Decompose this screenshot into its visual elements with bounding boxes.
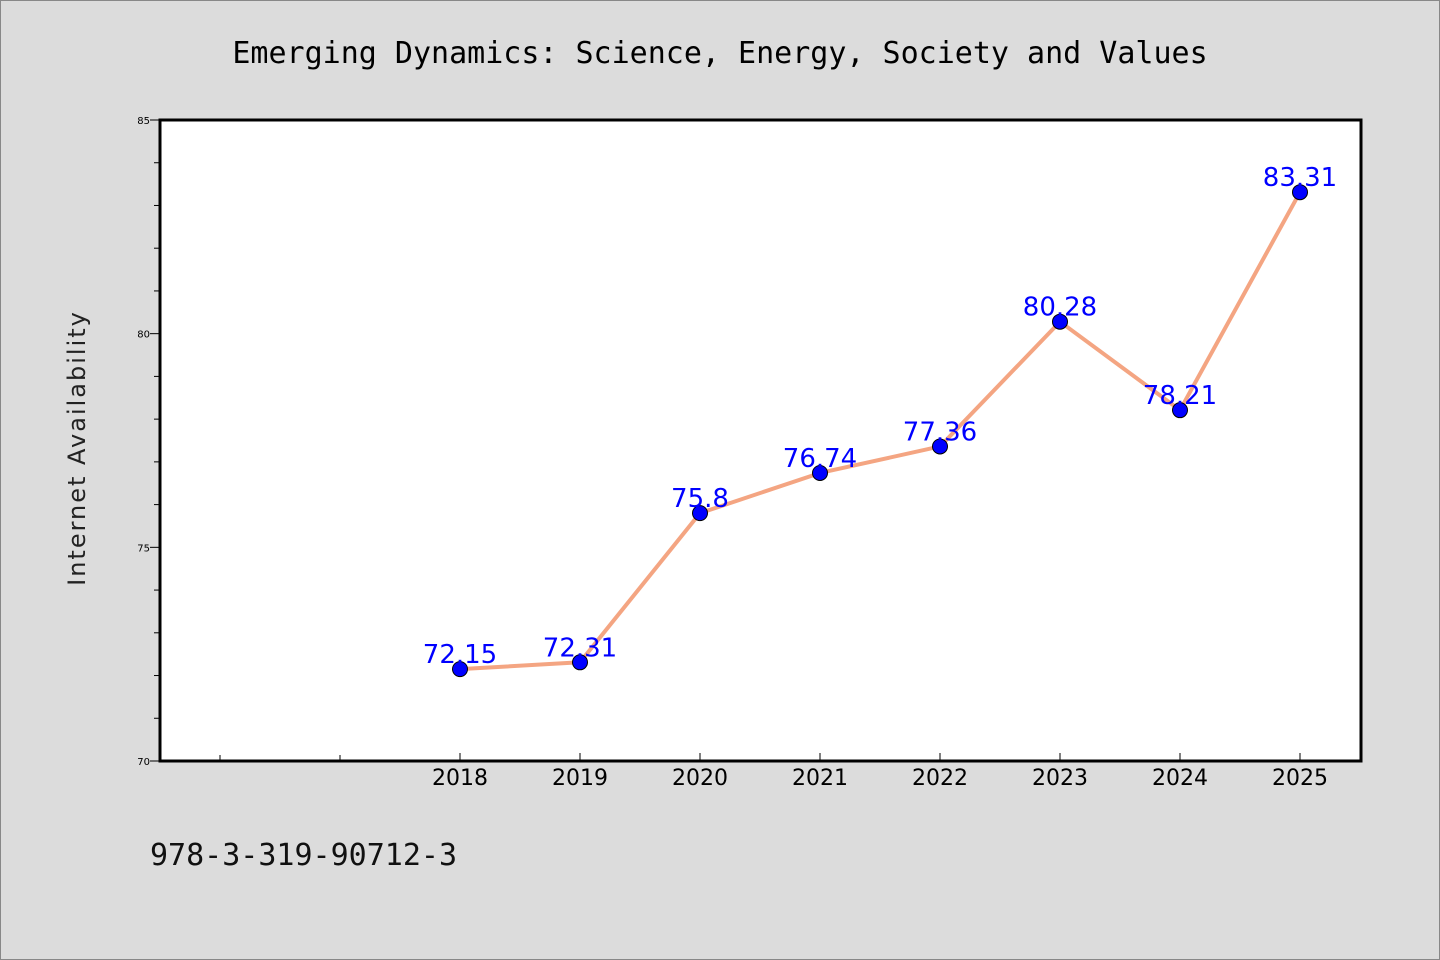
data-point	[572, 654, 588, 671]
x-tick-label: 2019	[552, 766, 608, 791]
x-tick-label: 2020	[672, 766, 728, 791]
y-tick-label: 70	[137, 757, 150, 768]
plot-area	[158, 118, 1363, 763]
series-layer: 72.15 72.31 75.8 76.74 77.36 80.28 78.21 83.31	[423, 163, 1337, 678]
data-point	[1292, 184, 1308, 201]
data-label: 75.8	[671, 484, 729, 514]
x-tick-label: 2025	[1272, 766, 1328, 791]
x-axis-ticks: 2018 2019 2020 2021 2022 2023 2024 2025	[432, 753, 1328, 791]
data-point	[1172, 402, 1188, 419]
series-line	[458, 190, 1302, 672]
chart-title: Emerging Dynamics: Science, Energy, Soci…	[232, 36, 1207, 71]
x-tick-label: 2018	[432, 766, 488, 791]
x-tick-label: 2022	[912, 766, 968, 791]
data-point	[932, 438, 948, 455]
y-tick-label: 75	[137, 543, 150, 554]
data-label: 78.21	[1143, 381, 1217, 411]
data-label: 83.31	[1263, 163, 1337, 193]
data-label: 76.74	[783, 444, 857, 474]
x-tick-label: 2023	[1032, 766, 1088, 791]
x-tick-label: 2021	[792, 766, 848, 791]
data-label: 72.31	[543, 633, 617, 663]
isbn-text: 978-3-319-90712-3	[150, 838, 457, 873]
data-label: 77.36	[903, 417, 977, 447]
data-label: 80.28	[1023, 293, 1097, 323]
data-point	[692, 505, 708, 522]
y-axis-label: Internet Availability	[63, 310, 91, 586]
data-point	[452, 661, 468, 678]
y-minor-ticks	[154, 162, 160, 719]
x-minor-ticks	[219, 755, 341, 761]
x-tick-label: 2024	[1152, 766, 1208, 791]
data-label: 72.15	[423, 640, 497, 670]
data-point	[1052, 313, 1068, 330]
data-point	[812, 464, 828, 481]
y-tick-label: 80	[137, 330, 150, 341]
y-axis-ticks: 70 75 80 85	[137, 116, 160, 768]
y-tick-label: 85	[137, 116, 150, 127]
